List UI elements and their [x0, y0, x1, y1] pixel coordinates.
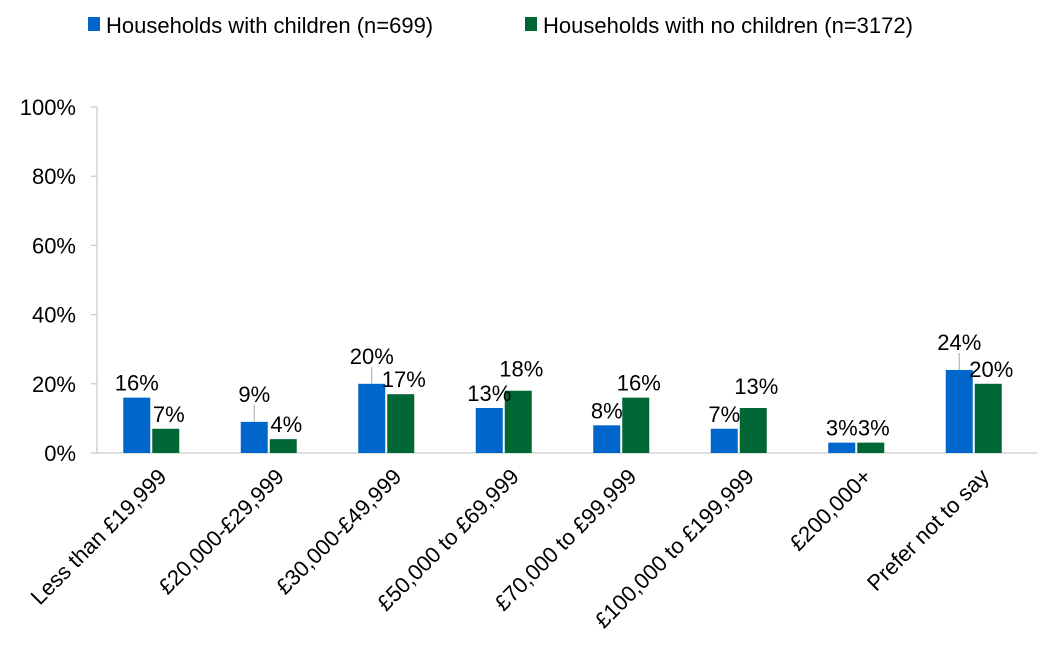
bar-no-children [152, 428, 180, 453]
bar-with-children [710, 428, 738, 453]
data-label-no-children: 17% [382, 367, 426, 392]
data-label-no-children: 7% [153, 402, 185, 427]
bar-with-children [475, 408, 503, 453]
bar-no-children [857, 442, 885, 453]
category-label: £20,000-£29,999 [153, 464, 288, 599]
data-label-no-children: 16% [617, 371, 661, 396]
data-label-with-children: 13% [467, 381, 511, 406]
category-label: Prefer not to say [862, 464, 994, 596]
bar-with-children [945, 369, 973, 453]
data-label-with-children: 9% [238, 382, 270, 407]
x-axis-labels: Less than £19,999£20,000-£29,999£30,000-… [26, 464, 994, 633]
data-label-with-children: 8% [591, 398, 623, 423]
bar-no-children [974, 383, 1002, 453]
bar-no-children [739, 408, 767, 453]
y-tick-label: 60% [32, 233, 76, 258]
y-tick-label: 20% [32, 372, 76, 397]
data-label-with-children: 7% [708, 402, 740, 427]
bar-with-children [828, 442, 856, 453]
y-tick-label: 80% [32, 164, 76, 189]
bars: 16%7%9%4%20%17%13%18%8%16%7%13%3% 3%24%20… [115, 330, 1013, 453]
data-label-no-children: 3% [858, 416, 890, 441]
data-label-with-children: 20% [350, 344, 394, 369]
category-label: Less than £19,999 [26, 464, 172, 610]
data-label-no-children: 20% [969, 357, 1013, 382]
bar-with-children [358, 383, 386, 453]
category-label: £200,000+ [785, 464, 877, 556]
category-label: £30,000-£49,999 [271, 464, 406, 599]
data-label-no-children: 18% [499, 357, 543, 382]
legend-label-2: Households with no children (n=3172) [543, 13, 913, 38]
y-axis: 0% 20% 40% 60% 80% 100% [20, 95, 1037, 466]
bar-with-children [593, 425, 621, 453]
bar-no-children [622, 397, 650, 453]
bar-with-children [123, 397, 151, 453]
data-label-with-children: 16% [115, 371, 159, 396]
legend-swatch-2 [525, 17, 537, 31]
data-label-no-children: 4% [270, 412, 302, 437]
y-tick-label: 40% [32, 303, 76, 328]
bar-with-children [240, 421, 268, 453]
y-tick-label: 100% [20, 95, 76, 120]
bar-no-children [269, 439, 297, 453]
legend: Households with children (n=699) Househol… [88, 13, 913, 38]
data-label-with-children: 24% [937, 330, 981, 355]
bar-no-children [387, 394, 415, 453]
y-tick-label: 0% [44, 441, 76, 466]
data-label-no-children: 13% [734, 374, 778, 399]
legend-swatch-1 [88, 17, 100, 31]
bar-no-children [504, 390, 532, 453]
data-label-with-children: 3% [826, 416, 858, 441]
legend-label-1: Households with children (n=699) [106, 13, 433, 38]
